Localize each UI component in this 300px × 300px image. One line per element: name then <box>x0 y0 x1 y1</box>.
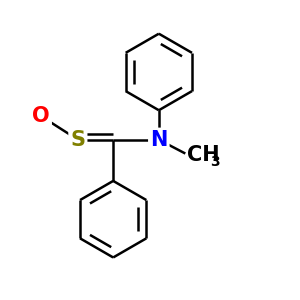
Text: 3: 3 <box>210 155 220 169</box>
Text: S: S <box>70 130 86 150</box>
Text: CH: CH <box>188 145 220 165</box>
Text: O: O <box>32 106 50 126</box>
Text: N: N <box>150 130 167 150</box>
